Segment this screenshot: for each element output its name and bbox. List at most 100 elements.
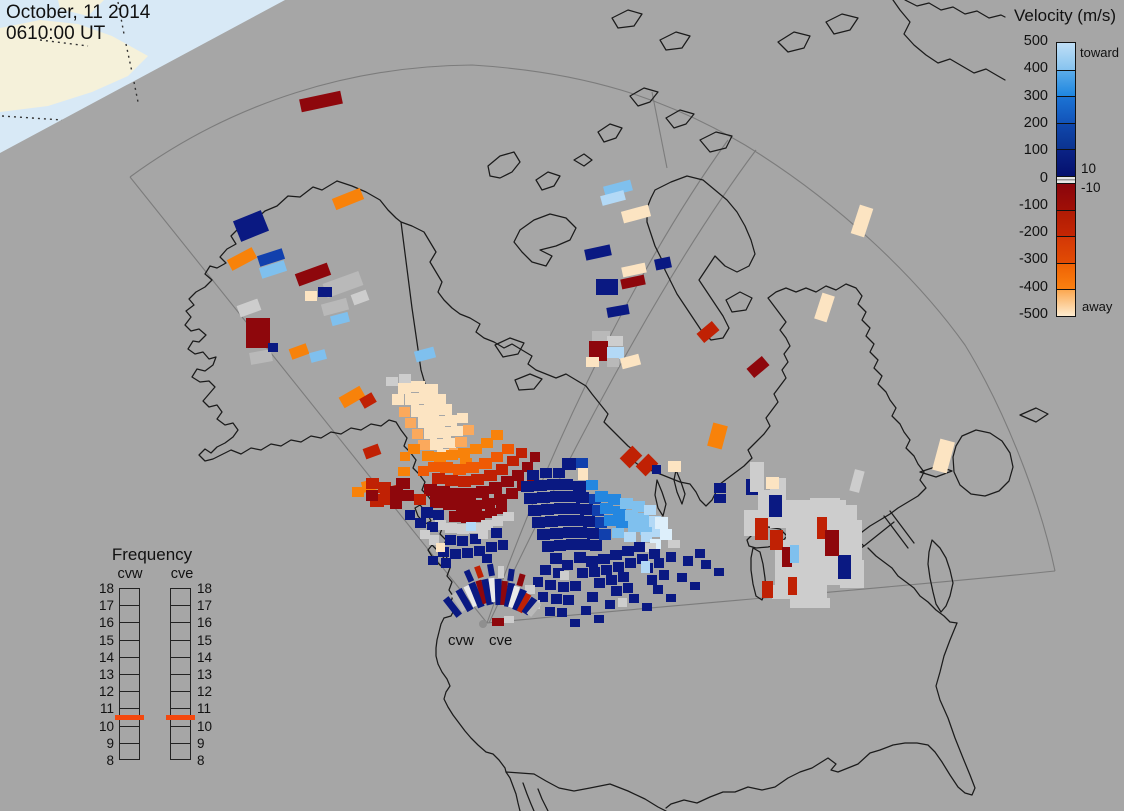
velocity-cell	[542, 541, 554, 552]
velocity-cell	[649, 549, 660, 559]
velocity-cell	[481, 520, 493, 530]
velocity-cell	[652, 527, 664, 537]
velocity-cell	[491, 430, 503, 440]
velocity-cell	[619, 353, 642, 370]
velocity-cell	[424, 484, 437, 496]
velocity-cell	[322, 270, 364, 299]
coast-nova-scotia	[927, 539, 954, 613]
velocity-cell	[624, 532, 636, 542]
velocity-cell	[463, 569, 475, 583]
velocity-cell	[537, 529, 550, 540]
velocity-cell	[620, 498, 633, 509]
velocity-cell	[366, 490, 378, 501]
velocity-cell	[620, 204, 652, 224]
velocity-cell	[583, 516, 595, 527]
velocity-cell	[470, 444, 482, 454]
velocity-cell	[608, 494, 621, 505]
velocity-cell	[443, 438, 456, 448]
velocity-cell	[479, 458, 492, 469]
coast-baja	[522, 782, 549, 811]
velocity-cell	[610, 550, 622, 560]
velocity-cell	[425, 384, 438, 395]
velocity-cell	[594, 578, 605, 588]
velocity-cell	[526, 600, 542, 618]
velocity-cell	[430, 439, 443, 450]
velocity-cell	[398, 467, 410, 476]
velocity-cell	[584, 244, 612, 261]
velocity-cell	[580, 504, 593, 515]
velocity-cell	[558, 582, 569, 592]
velocity-cell	[607, 358, 619, 367]
velocity-cell	[405, 393, 419, 405]
velocity-cell	[599, 529, 611, 540]
velocity-cell	[450, 592, 468, 612]
velocity-cell	[320, 297, 350, 317]
velocity-cell	[637, 513, 649, 524]
velocity-cell	[402, 490, 414, 501]
velocity-cell	[533, 577, 543, 587]
coast-arctic-islands	[487, 9, 859, 313]
velocity-cell	[418, 440, 430, 450]
velocity-cell	[770, 530, 783, 550]
velocity-cell	[690, 582, 700, 590]
velocity-cell	[606, 575, 617, 585]
velocity-cell	[470, 534, 481, 544]
velocity-cell	[453, 464, 466, 475]
velocity-cell	[507, 568, 515, 582]
velocity-cell	[516, 448, 527, 458]
velocity-cell	[545, 516, 558, 527]
velocity-cell	[418, 466, 429, 476]
velocity-cell	[645, 543, 656, 552]
velocity-cell	[790, 598, 830, 608]
velocity-cell	[503, 512, 514, 521]
velocity-cell	[268, 343, 278, 352]
velocity-cell	[932, 438, 955, 474]
velocity-cell	[540, 468, 552, 478]
velocity-cell	[498, 540, 508, 550]
velocity-cell	[838, 555, 851, 579]
velocity-cell	[714, 568, 724, 576]
velocity-cell	[386, 377, 398, 386]
velocity-cell	[578, 539, 590, 550]
velocity-cell	[405, 418, 416, 428]
velocity-cell	[545, 580, 556, 590]
velocity-cell	[392, 394, 404, 405]
velocity-cell	[482, 554, 492, 563]
velocity-cell	[628, 521, 640, 532]
velocity-cell	[525, 585, 535, 594]
velocity-cell	[620, 274, 646, 290]
velocity-cell	[677, 573, 687, 582]
velocity-cell	[642, 603, 652, 611]
velocity-cell	[595, 491, 608, 502]
velocity-cell	[622, 546, 634, 556]
velocity-cell	[769, 495, 782, 517]
velocity-cell	[607, 336, 623, 346]
velocity-cell	[422, 451, 434, 461]
velocity-cell	[390, 498, 402, 509]
radar-site-dot	[479, 620, 487, 628]
velocity-cell	[521, 481, 534, 492]
velocity-cell	[750, 462, 764, 492]
velocity-cell	[589, 341, 608, 361]
velocity-cell	[294, 262, 332, 287]
velocity-cell	[566, 539, 578, 550]
velocity-cell	[541, 504, 554, 515]
velocity-cell	[370, 497, 384, 507]
velocity-cell	[398, 383, 411, 394]
velocity-cell	[587, 592, 598, 602]
velocity-cell	[587, 528, 599, 539]
velocity-cell	[550, 553, 562, 564]
velocity-cell	[577, 568, 588, 578]
velocity-cell	[550, 491, 563, 502]
velocity-cell	[782, 547, 792, 567]
velocity-cell	[435, 520, 446, 530]
velocity-cell	[772, 585, 827, 599]
velocity-cell	[463, 584, 479, 608]
velocity-cell	[476, 486, 489, 498]
velocity-cell	[439, 404, 452, 415]
velocity-cell	[605, 600, 615, 609]
velocity-cell	[443, 498, 456, 510]
velocity-cell	[440, 462, 453, 473]
